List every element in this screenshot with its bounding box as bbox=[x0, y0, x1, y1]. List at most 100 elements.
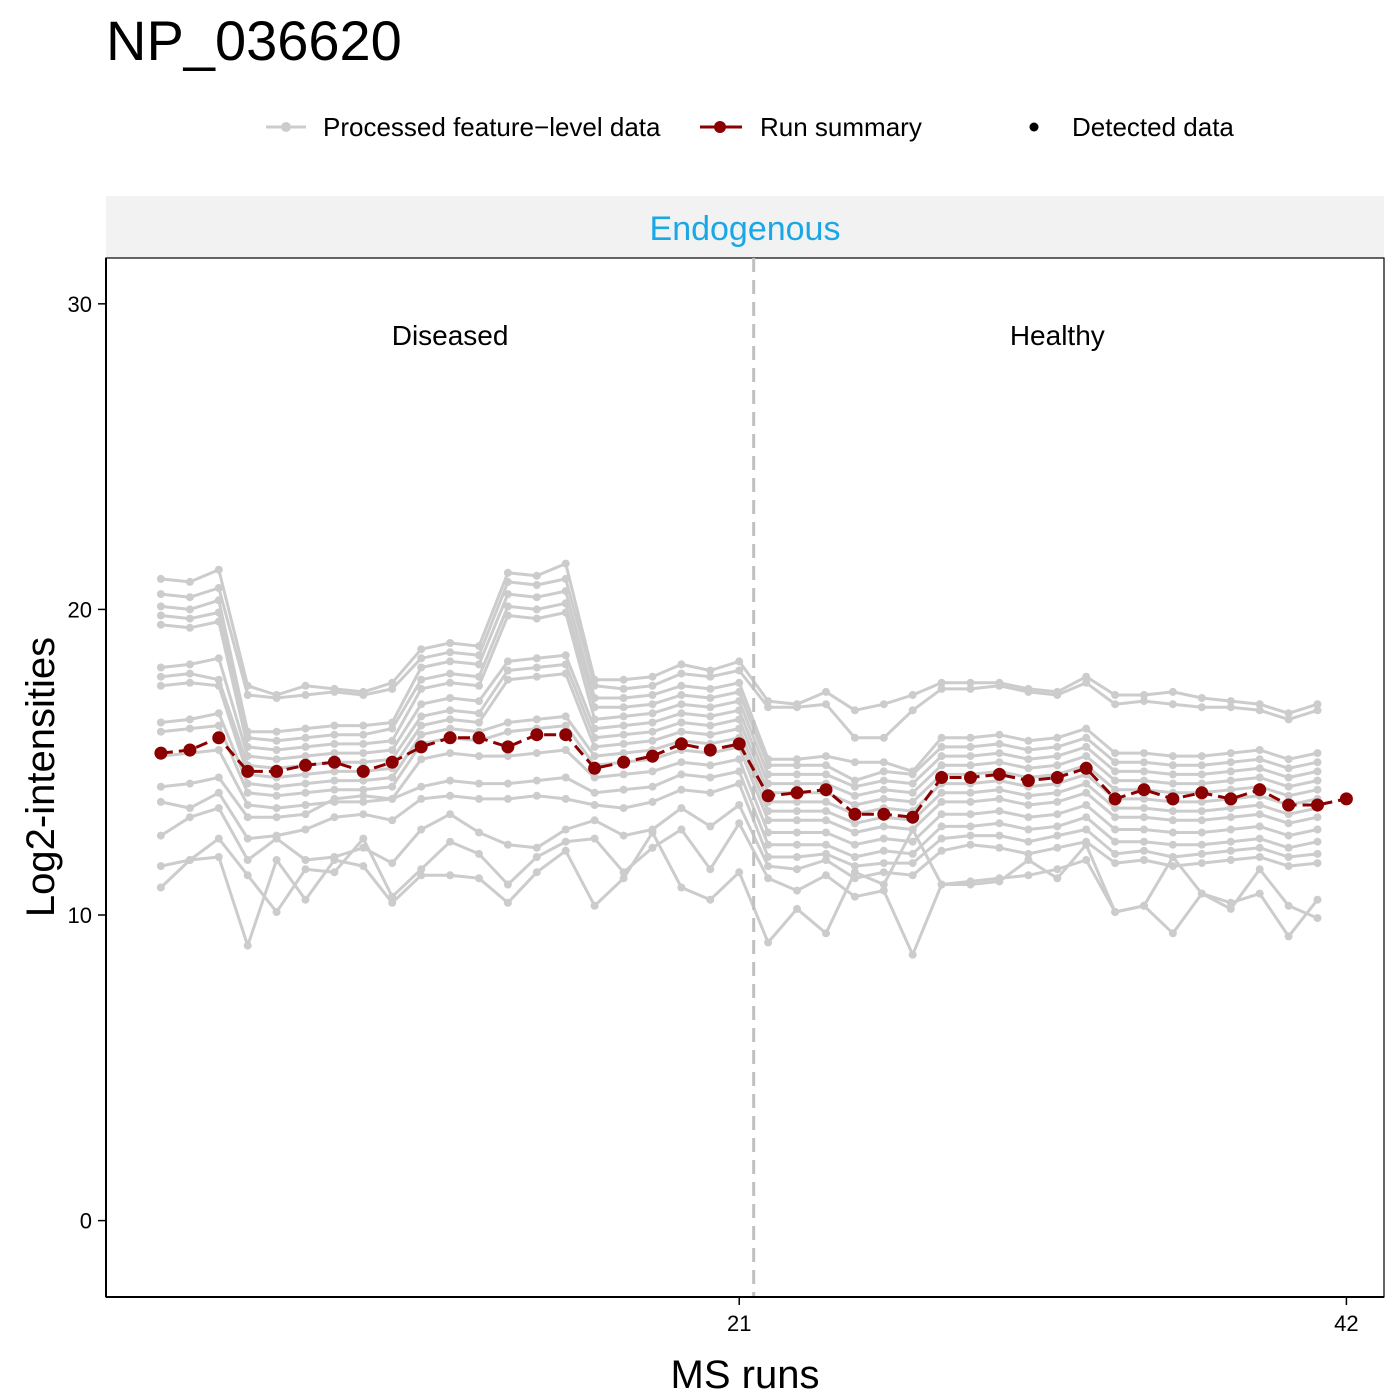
feature-point bbox=[1255, 706, 1264, 715]
y-tick-label: 10 bbox=[68, 903, 92, 928]
feature-point bbox=[1255, 889, 1264, 898]
group-label-diseased: Diseased bbox=[392, 320, 509, 351]
feature-point bbox=[850, 840, 859, 849]
feature-point bbox=[822, 770, 830, 779]
feature-point bbox=[503, 880, 512, 889]
feature-point bbox=[1168, 929, 1177, 938]
feature-point bbox=[301, 733, 310, 742]
feature-point bbox=[648, 672, 657, 681]
feature-point bbox=[1313, 895, 1322, 904]
legend-summary-label: Run summary bbox=[760, 112, 922, 142]
feature-point bbox=[619, 739, 628, 748]
feature-point bbox=[648, 709, 657, 718]
feature-point bbox=[417, 865, 426, 874]
summary-point bbox=[588, 761, 602, 775]
feature-point bbox=[503, 779, 512, 788]
feature-point bbox=[1053, 822, 1062, 831]
feature-point bbox=[1024, 801, 1033, 809]
summary-point bbox=[501, 740, 515, 754]
feature-point bbox=[1111, 825, 1120, 834]
x-axis-title: MS runs bbox=[671, 1353, 820, 1397]
feature-point bbox=[706, 761, 715, 770]
feature-point bbox=[822, 856, 830, 864]
feature-point bbox=[301, 752, 310, 761]
feature-point bbox=[850, 868, 859, 877]
feature-point bbox=[706, 672, 715, 681]
feature-point bbox=[1082, 801, 1091, 809]
feature-point bbox=[301, 856, 310, 864]
feature-point bbox=[850, 758, 859, 767]
feature-point bbox=[1053, 691, 1062, 699]
feature-point bbox=[879, 758, 888, 767]
feature-point bbox=[1284, 791, 1293, 800]
feature-point bbox=[879, 880, 888, 889]
feature-point bbox=[446, 639, 455, 647]
feature-point bbox=[503, 752, 512, 761]
feature-point bbox=[1313, 706, 1322, 715]
feature-point bbox=[590, 773, 599, 782]
feature-point bbox=[908, 859, 917, 868]
feature-point bbox=[214, 853, 223, 861]
feature-point bbox=[330, 856, 339, 864]
feature-point bbox=[214, 617, 223, 626]
feature-point bbox=[908, 950, 917, 959]
feature-point bbox=[532, 672, 541, 681]
feature-point bbox=[359, 749, 368, 758]
feature-point bbox=[1168, 761, 1177, 770]
feature-point bbox=[764, 816, 773, 825]
feature-point bbox=[793, 761, 801, 770]
feature-point bbox=[735, 868, 744, 877]
feature-point bbox=[1053, 788, 1062, 797]
feature-point bbox=[1226, 846, 1235, 855]
feature-point bbox=[1082, 788, 1091, 797]
feature-point bbox=[793, 816, 801, 825]
feature-point bbox=[1255, 755, 1264, 764]
summary-point bbox=[212, 731, 226, 745]
feature-point bbox=[532, 853, 541, 861]
feature-point bbox=[301, 801, 310, 809]
feature-point bbox=[995, 807, 1004, 816]
feature-point bbox=[966, 761, 975, 770]
feature-point bbox=[185, 779, 194, 788]
feature-point bbox=[388, 736, 397, 745]
summary-point bbox=[732, 737, 746, 751]
feature-point bbox=[1255, 764, 1264, 773]
feature-point bbox=[677, 804, 686, 813]
feature-point bbox=[272, 834, 281, 843]
feature-point bbox=[793, 807, 801, 816]
feature-point bbox=[446, 776, 455, 785]
feature-point bbox=[735, 706, 744, 715]
feature-point bbox=[764, 938, 773, 947]
feature-point bbox=[243, 871, 252, 880]
feature-point bbox=[1197, 761, 1206, 770]
feature-point bbox=[532, 581, 541, 589]
feature-point bbox=[561, 651, 570, 660]
feature-point bbox=[764, 840, 773, 849]
feature-point bbox=[1140, 837, 1148, 846]
feature-point bbox=[619, 804, 628, 813]
feature-point bbox=[185, 715, 194, 724]
feature-point bbox=[532, 868, 541, 877]
legend-feature-label: Processed feature−level data bbox=[323, 112, 661, 142]
feature-point bbox=[156, 663, 165, 672]
feature-point bbox=[532, 571, 541, 580]
feature-point bbox=[1197, 840, 1206, 849]
feature-point bbox=[706, 895, 715, 904]
feature-point bbox=[446, 648, 455, 657]
feature-point bbox=[214, 746, 223, 754]
feature-point bbox=[1111, 837, 1120, 846]
feature-point bbox=[1255, 843, 1264, 852]
feature-point bbox=[561, 846, 570, 855]
feature-point bbox=[793, 797, 801, 806]
feature-point bbox=[330, 785, 339, 794]
feature-point bbox=[850, 801, 859, 809]
feature-point bbox=[966, 797, 975, 806]
feature-point bbox=[908, 797, 917, 806]
feature-point bbox=[822, 840, 830, 849]
summary-point bbox=[1339, 792, 1353, 806]
feature-point bbox=[1226, 837, 1235, 846]
feature-point bbox=[243, 691, 252, 699]
feature-point bbox=[388, 794, 397, 803]
summary-point bbox=[241, 764, 255, 778]
feature-point bbox=[561, 599, 570, 608]
